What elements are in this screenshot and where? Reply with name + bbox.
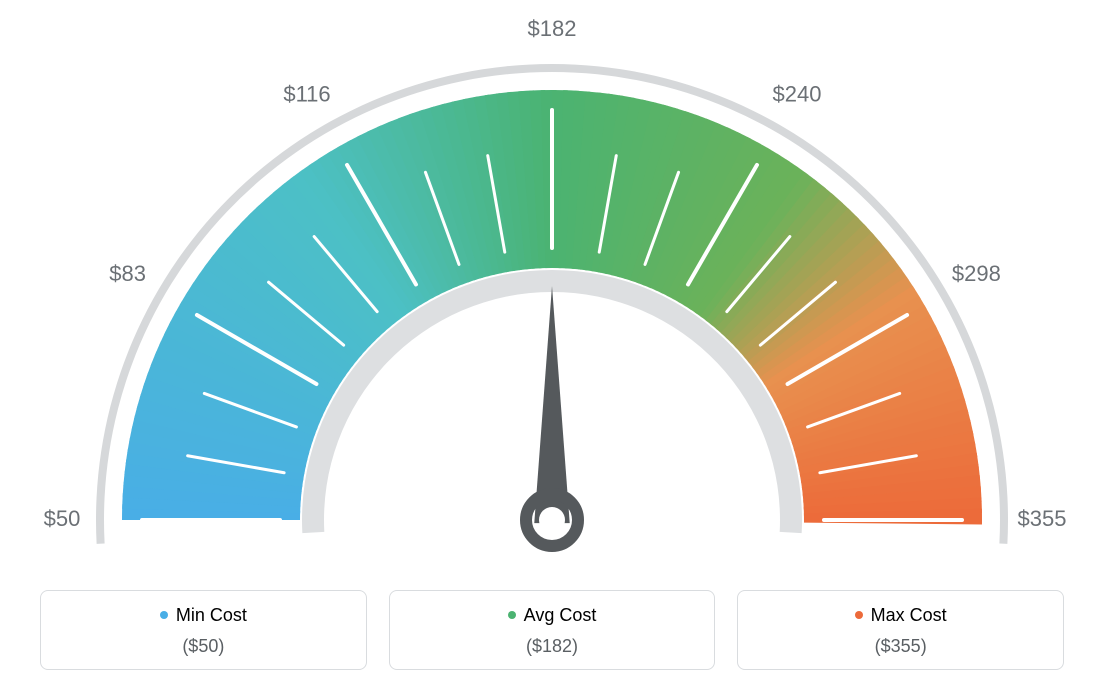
legend-min-label: Min Cost: [51, 605, 356, 626]
legend-card-avg: Avg Cost ($182): [389, 590, 716, 670]
legend-min-value: ($50): [51, 636, 356, 657]
legend-avg-label-text: Avg Cost: [524, 605, 597, 625]
dot-icon: [160, 611, 168, 619]
legend-max-value: ($355): [748, 636, 1053, 657]
legend-card-min: Min Cost ($50): [40, 590, 367, 670]
svg-text:$298: $298: [952, 261, 1001, 286]
legend-avg-value: ($182): [400, 636, 705, 657]
legend-max-label: Max Cost: [748, 605, 1053, 626]
gauge-chart-container: $50 $83 $116 $182 $240 $298 $355 Min Cost ($50…: [0, 0, 1104, 690]
legend-card-max: Max Cost ($355): [737, 590, 1064, 670]
svg-text:$182: $182: [528, 16, 577, 41]
svg-text:$116: $116: [283, 81, 330, 106]
svg-text:$355: $355: [1018, 506, 1067, 531]
svg-text:$83: $83: [109, 261, 146, 286]
legend-min-label-text: Min Cost: [176, 605, 247, 625]
dot-icon: [855, 611, 863, 619]
legend-row: Min Cost ($50) Avg Cost ($182) Max Cost …: [0, 590, 1104, 670]
gauge-svg: $50 $83 $116 $182 $240 $298 $355: [0, 0, 1104, 560]
svg-text:$240: $240: [773, 81, 822, 106]
legend-max-label-text: Max Cost: [871, 605, 947, 625]
dot-icon: [508, 611, 516, 619]
svg-text:$50: $50: [44, 506, 81, 531]
legend-avg-label: Avg Cost: [400, 605, 705, 626]
gauge-area: $50 $83 $116 $182 $240 $298 $355: [0, 0, 1104, 560]
